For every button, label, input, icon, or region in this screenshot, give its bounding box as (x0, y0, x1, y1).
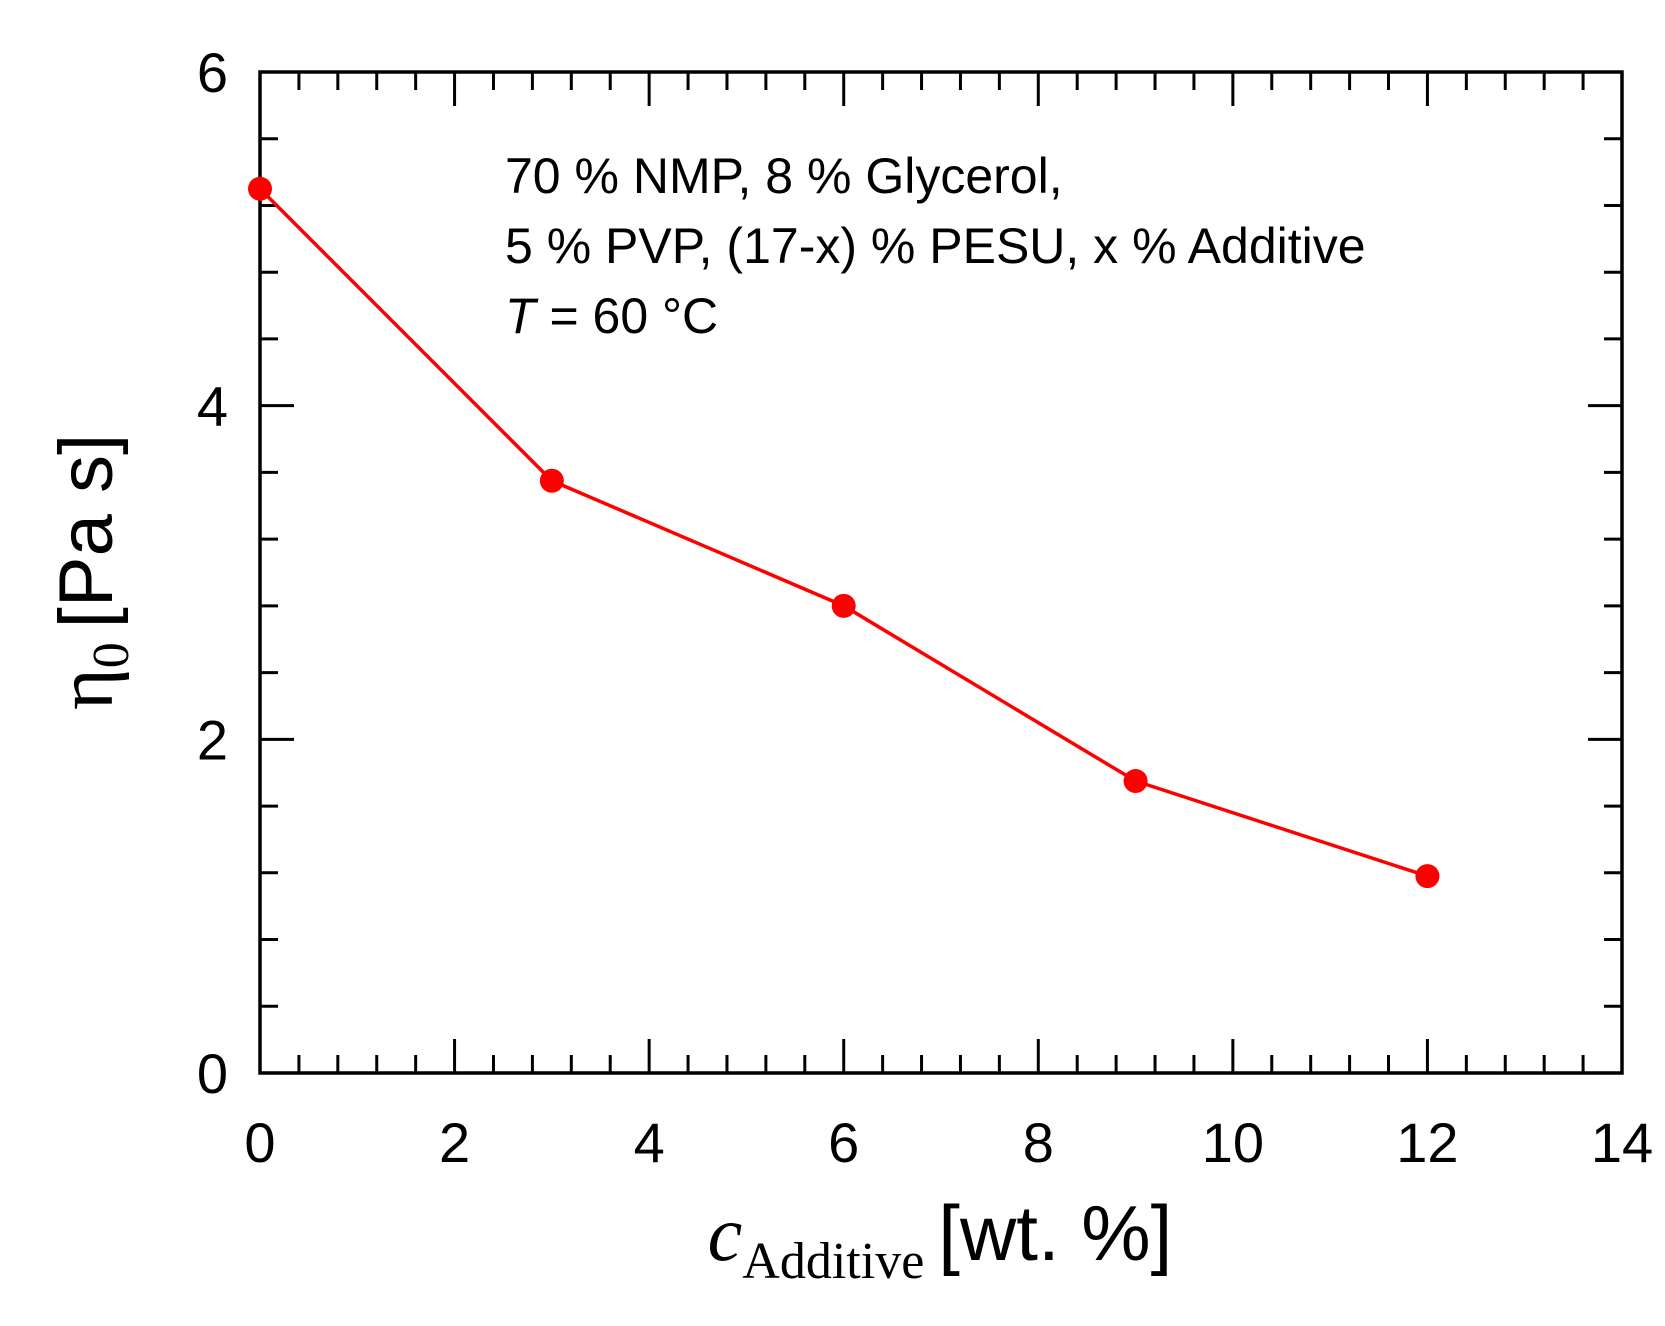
plot-frame (258, 70, 1624, 1075)
x-tick-label: 0 (244, 1111, 275, 1174)
data-point (539, 468, 564, 493)
x-tick-label: 12 (1396, 1111, 1458, 1174)
y-tick-label: 6 (197, 41, 228, 104)
x-axis-label-symbol: c (708, 1190, 743, 1277)
x-axis-label-subscript: Additive (742, 1233, 924, 1290)
y-axis-label-symbol: η (42, 668, 130, 710)
data-series (248, 176, 1440, 889)
data-point (1415, 864, 1440, 889)
y-tick-label: 2 (197, 708, 228, 771)
x-tick-label: 2 (439, 1111, 470, 1174)
data-point (831, 593, 856, 618)
annotation-line-3: T = 60 °C (505, 288, 718, 344)
y-axis-label-unit: [Pa s] (44, 434, 129, 628)
x-axis-label: cAdditive [wt. %] (708, 1189, 1173, 1290)
y-axis-label: η0 [Pa s] (42, 434, 140, 710)
data-point (248, 176, 272, 201)
x-tick-label: 8 (1023, 1111, 1054, 1174)
x-tick-label: 6 (828, 1111, 859, 1174)
y-axis-label-subscript: 0 (83, 642, 140, 668)
axis-ticks (258, 70, 1624, 1075)
y-tick-label: 0 (197, 1042, 228, 1105)
x-tick-label: 10 (1202, 1111, 1264, 1174)
y-tick-label: 4 (197, 375, 228, 438)
x-axis-label-unit: [wt. %] (938, 1189, 1172, 1277)
axis-tick-labels: 0 2 4 6 8 10 12 14 0 2 4 6 (197, 41, 1653, 1174)
series-line (258, 187, 1428, 878)
x-tick-label: 14 (1591, 1111, 1653, 1174)
annotation-temperature-value: = 60 °C (536, 288, 719, 344)
data-point (1123, 769, 1148, 794)
annotation-line-1: 70 % NMP, 8 % Glycerol, (505, 148, 1063, 204)
annotation-line-2: 5 % PVP, (17-x) % PESU, x % Additive (505, 218, 1366, 274)
annotation-temperature-symbol: T (505, 288, 539, 344)
x-tick-label: 4 (634, 1111, 665, 1174)
